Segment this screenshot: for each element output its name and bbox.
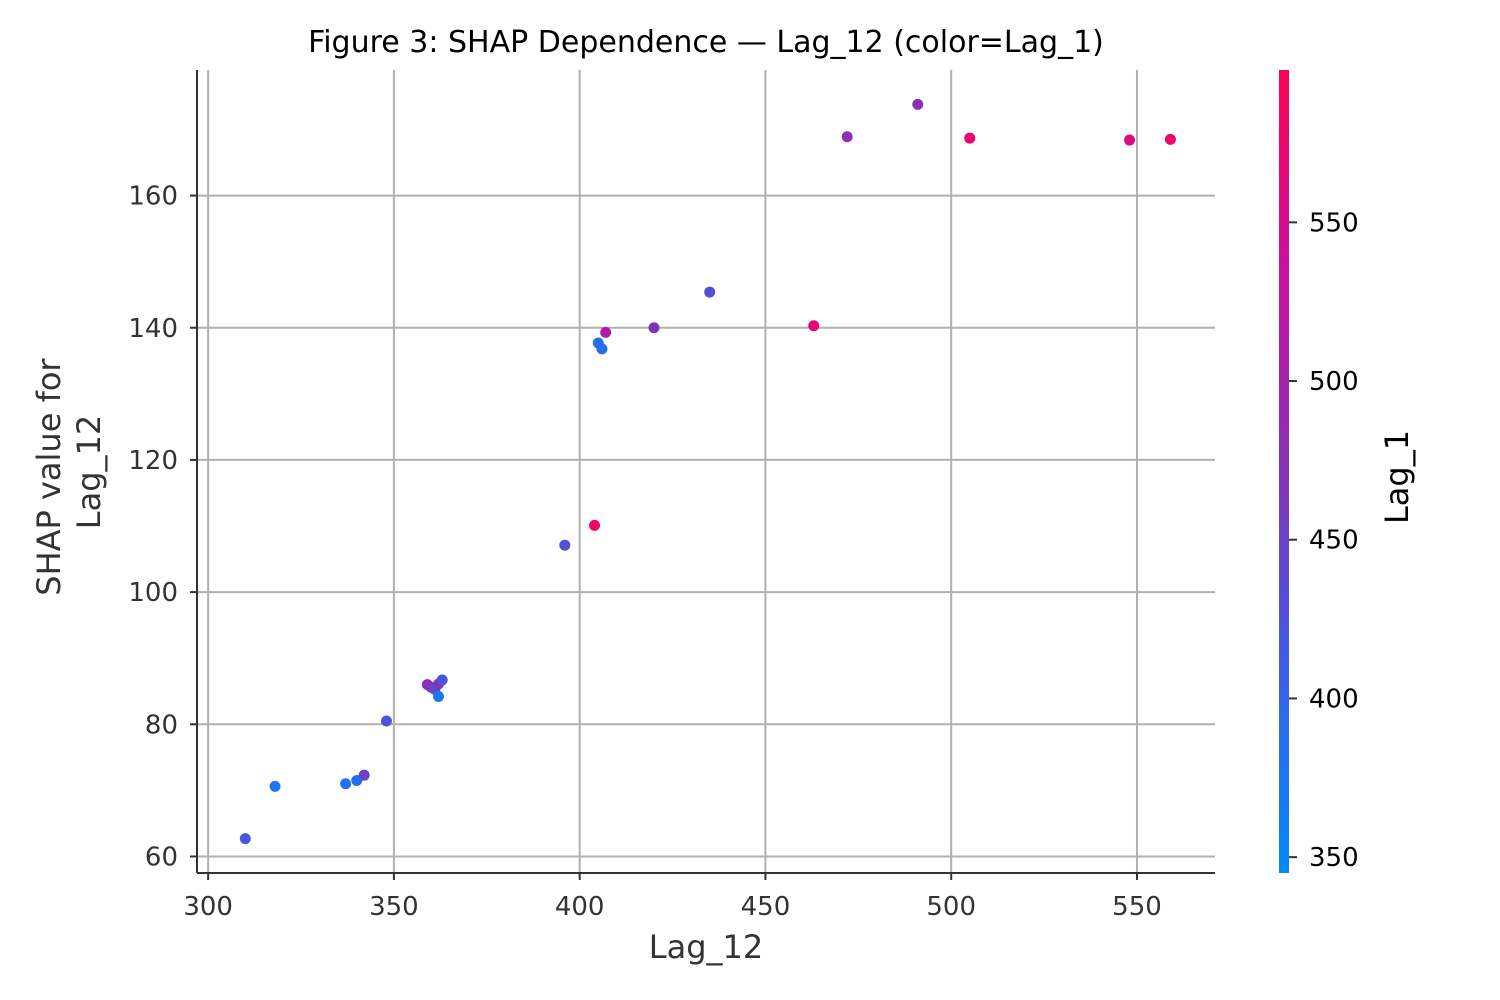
data-point xyxy=(239,833,251,845)
data-point xyxy=(340,778,352,790)
data-point xyxy=(358,769,370,781)
colorbar-tick-label: 500 xyxy=(1309,367,1359,397)
data-point xyxy=(600,326,612,338)
data-points xyxy=(239,98,1176,845)
data-point xyxy=(1164,133,1176,145)
y-axis-label-line-1: SHAP value for xyxy=(30,358,68,596)
data-point xyxy=(596,343,608,355)
grid xyxy=(197,70,1215,873)
x-tick-label: 350 xyxy=(369,892,419,922)
y-tick-label: 160 xyxy=(128,182,178,212)
y-tick-label: 100 xyxy=(128,578,178,608)
data-point xyxy=(559,539,571,551)
y-tick-label: 60 xyxy=(145,842,178,872)
colorbar-tick-label: 450 xyxy=(1309,526,1359,556)
colorbar-tick-label: 350 xyxy=(1309,843,1359,873)
y-tick-label: 120 xyxy=(128,446,178,476)
y-axis-label-line-2: Lag_12 xyxy=(70,415,108,529)
y-axis-ticks: 60 80 100 120 140 160 xyxy=(128,182,197,872)
data-point xyxy=(589,519,601,531)
colorbar-ticks: 350 400 450 500 550 xyxy=(1289,208,1359,873)
colorbar-tick-label: 400 xyxy=(1309,684,1359,714)
data-point xyxy=(380,715,392,727)
data-point xyxy=(841,131,853,143)
data-point xyxy=(964,132,976,144)
data-point xyxy=(912,98,924,110)
x-tick-label: 450 xyxy=(741,892,791,922)
y-tick-label: 80 xyxy=(145,710,178,740)
y-axis-label: SHAP value for Lag_12 xyxy=(30,348,108,595)
chart-title: Figure 3: SHAP Dependence — Lag_12 (colo… xyxy=(308,25,1104,60)
data-point xyxy=(1124,134,1136,146)
x-tick-label: 550 xyxy=(1112,892,1162,922)
x-tick-label: 500 xyxy=(926,892,976,922)
x-axis-label: Lag_12 xyxy=(649,928,763,966)
x-tick-label: 400 xyxy=(555,892,605,922)
colorbar-label: Lag_1 xyxy=(1378,430,1416,524)
data-point xyxy=(436,674,448,686)
data-point xyxy=(808,320,820,332)
x-tick-label: 300 xyxy=(183,892,233,922)
data-point xyxy=(432,691,444,703)
data-point xyxy=(648,322,660,334)
y-tick-label: 140 xyxy=(128,314,178,344)
x-axis-ticks: 300 350 400 450 500 550 xyxy=(183,873,1162,922)
colorbar xyxy=(1279,70,1289,873)
colorbar-tick-label: 550 xyxy=(1309,208,1359,238)
data-point xyxy=(269,780,281,792)
data-point xyxy=(704,286,716,298)
